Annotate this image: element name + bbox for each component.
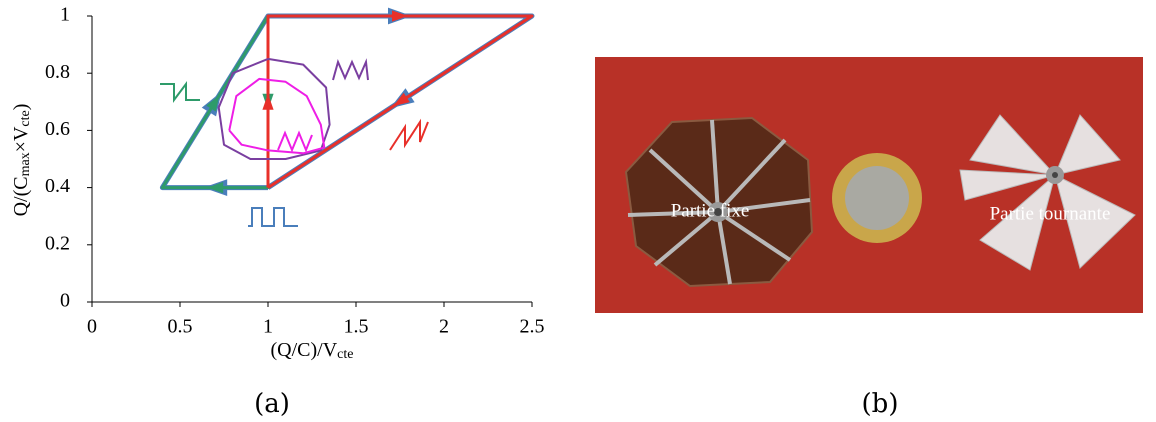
direction-arrow: [262, 93, 274, 110]
direction-arrow: [206, 94, 220, 112]
y-tick-label: 0.8: [45, 61, 70, 83]
x-axis-label: (Q/C)/Vcte: [271, 339, 354, 363]
series-line: [228, 77, 326, 155]
wave-icons: [160, 58, 429, 227]
y-tick-label: 0.2: [45, 232, 70, 254]
x-tick-label: 2.5: [520, 316, 545, 338]
x-tick-label: 1.5: [344, 316, 369, 338]
x-tick-label: 0: [87, 316, 97, 338]
y-axis-label: Q/(Cmax×Vcte): [10, 104, 34, 217]
y-axis-label-sub: cte: [18, 110, 33, 126]
x-axis-label-sub: cte: [337, 347, 353, 362]
photo-label: Partie tournante: [990, 203, 1111, 224]
y-axis-label-part: ): [10, 104, 32, 111]
y-axis-label-sub: max: [18, 152, 33, 176]
direction-arrow: [392, 10, 408, 22]
direction-arrow: [393, 92, 410, 107]
x-axis-label-part: (Q/C)/V: [271, 339, 338, 361]
y-axis-label-part: Q/(C: [10, 176, 32, 216]
caption: (b): [862, 389, 899, 419]
caption: (a): [254, 389, 290, 419]
direction-arrow: [207, 182, 224, 194]
y-tick-label: 0.6: [45, 118, 70, 140]
photo-label: Partie fixe: [671, 200, 750, 221]
y-tick-label: 0: [60, 290, 70, 312]
x-tick-label: 0.5: [168, 316, 193, 338]
y-axis-label-part: ×V: [10, 126, 32, 152]
series-line: [217, 57, 331, 160]
photo: Partie fixe Partie tournante: [595, 57, 1143, 313]
y-tick-label: 0.4: [45, 175, 70, 197]
x-tick-label: 2: [439, 316, 449, 338]
y-tick-label: 1: [60, 4, 70, 26]
x-tick-label: 1: [263, 316, 273, 338]
